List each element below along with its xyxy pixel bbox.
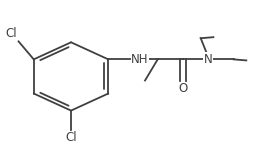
- Text: Cl: Cl: [65, 131, 77, 144]
- Text: NH: NH: [131, 53, 148, 66]
- Text: N: N: [204, 53, 213, 66]
- Text: O: O: [178, 82, 188, 95]
- Text: Cl: Cl: [6, 27, 17, 40]
